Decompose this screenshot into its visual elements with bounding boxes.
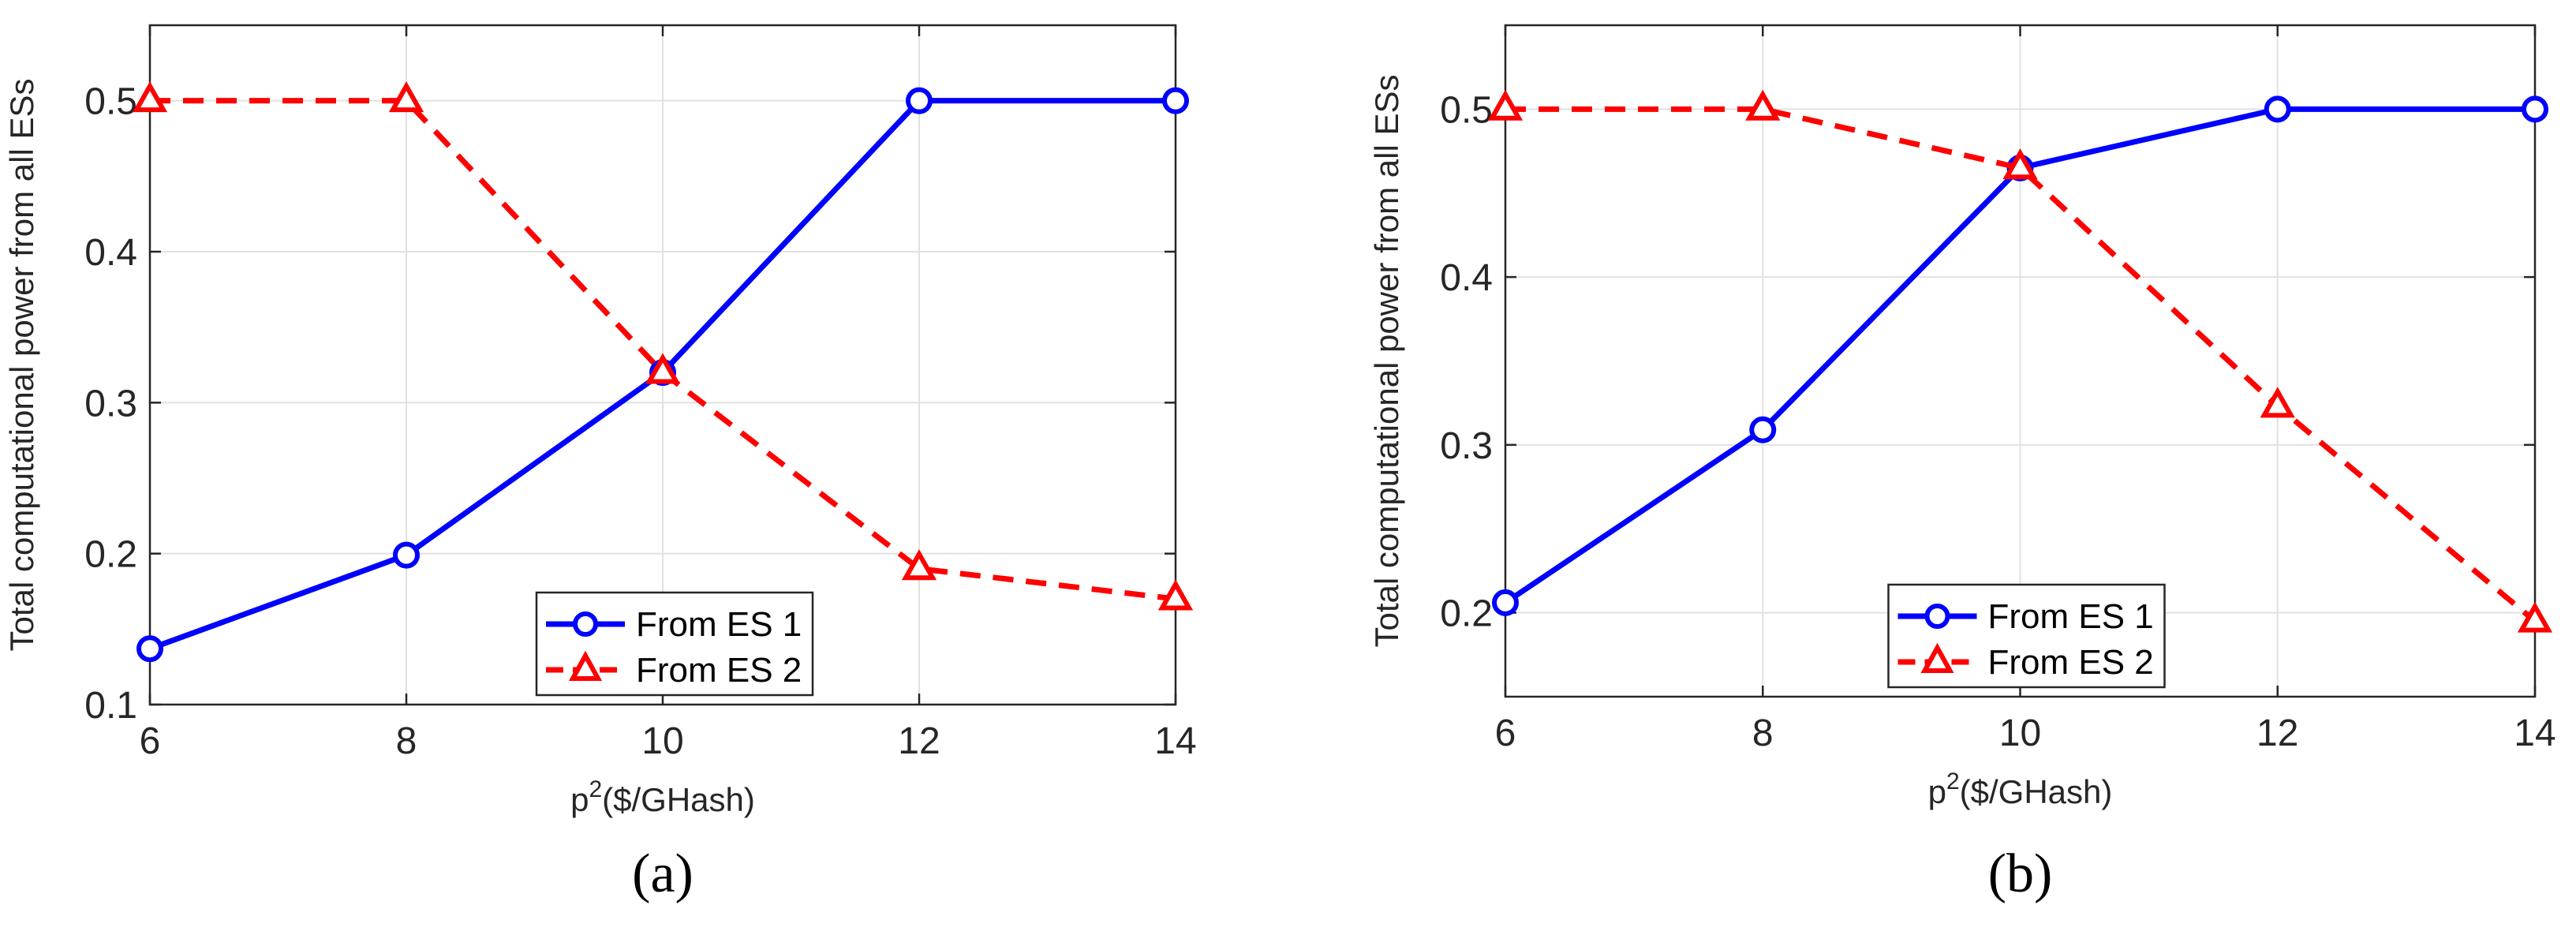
legend-swatch-marker xyxy=(568,650,603,681)
x-tick-label: 6 xyxy=(140,720,161,762)
x-axis-label-unit: ($/GHash) xyxy=(602,781,755,818)
legend: From ES 1 From ES 2 xyxy=(535,591,814,697)
legend-label: From ES 2 xyxy=(636,651,802,690)
y-tick-label: 0.3 xyxy=(84,383,137,424)
legend-label: From ES 1 xyxy=(636,605,802,644)
x-tick-label: 10 xyxy=(641,720,683,762)
y-tick-label: 0.4 xyxy=(84,232,137,274)
series-1-point xyxy=(1492,589,1519,616)
series-2-point xyxy=(1745,89,1781,121)
legend-swatch-marker xyxy=(1920,642,1954,673)
x-tick-label: 14 xyxy=(2514,712,2555,754)
series-2-point xyxy=(2002,148,2038,180)
series-1-point xyxy=(2264,95,2291,123)
series-1-point xyxy=(906,87,933,114)
chart-panel-b: 6 8 10 12 14 0.2 0.3 0.4 0.5 p2($/GHash) Total com… xyxy=(1368,24,2556,904)
x-axis-label-base: p xyxy=(570,781,589,818)
x-axis-label-unit: ($/GHash) xyxy=(1960,773,2113,810)
x-tick-label: 12 xyxy=(2256,712,2298,754)
legend-swatch-marker xyxy=(573,611,598,637)
y-tick-label: 0.1 xyxy=(84,685,137,727)
y-tick-label: 0.3 xyxy=(1440,425,1493,467)
x-tick-label: 12 xyxy=(898,720,940,762)
x-tick-label: 8 xyxy=(396,720,417,762)
legend: From ES 1 From ES 2 xyxy=(1887,583,2166,689)
panel-label: (b) xyxy=(1988,843,2053,904)
series-2-point xyxy=(2517,601,2553,633)
series-1-point xyxy=(136,635,163,663)
series-1-point xyxy=(1749,416,1777,443)
y-tick-label: 0.2 xyxy=(1440,593,1493,635)
series-2-point xyxy=(901,549,937,581)
x-tick-label: 8 xyxy=(1752,712,1774,754)
series-1-point xyxy=(393,541,420,569)
x-tick-label: 14 xyxy=(1154,720,1196,762)
x-tick-label: 10 xyxy=(1999,712,2041,754)
series-line-2 xyxy=(1505,106,2537,623)
legend-label: From ES 1 xyxy=(1988,597,2154,636)
y-axis-label: Total computational power from all ESs xyxy=(1368,75,1405,648)
y-tick-label: 0.5 xyxy=(84,81,137,123)
x-axis-label: p2($/GHash) xyxy=(1928,768,2113,810)
legend-swatch-marker xyxy=(1924,604,1950,629)
legend-label: From ES 2 xyxy=(1988,643,2154,682)
chart-panel-a: 6 8 10 12 14 0.1 0.2 0.3 0.4 0.5 p2($/GHash) Total … xyxy=(3,24,1197,904)
x-axis-label-sup: 2 xyxy=(589,776,602,802)
x-axis-label-base: p xyxy=(1928,773,1946,810)
y-tick-label: 0.4 xyxy=(1440,257,1493,299)
series-2-point xyxy=(132,80,168,113)
series-2-point xyxy=(2260,387,2295,418)
y-tick-label: 0.5 xyxy=(1440,89,1493,131)
series-2-point xyxy=(645,353,681,384)
series-2-point xyxy=(1157,579,1194,611)
y-axis-label: Total computational power from all ESs xyxy=(3,79,40,652)
series-2-point xyxy=(388,80,424,113)
panel-label: (a) xyxy=(632,843,694,904)
x-axis-label: p2($/GHash) xyxy=(570,776,755,818)
series-2-point xyxy=(1487,89,1524,121)
x-axis-label-sup: 2 xyxy=(1946,768,1960,795)
series-1-point xyxy=(2522,95,2548,123)
x-tick-label: 6 xyxy=(1495,712,1516,754)
y-tick-label: 0.2 xyxy=(84,534,137,576)
series-1-point xyxy=(1162,87,1189,114)
